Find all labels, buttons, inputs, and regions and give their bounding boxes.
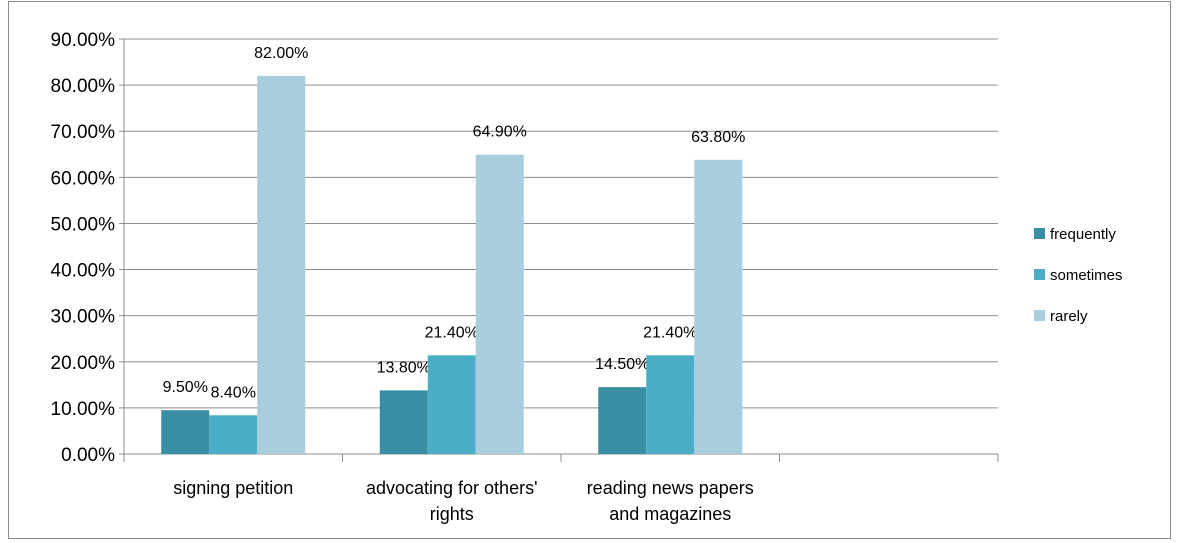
legend-swatch	[1034, 269, 1045, 280]
y-tick-label: 50.00%	[51, 214, 116, 235]
legend-swatch	[1034, 310, 1045, 321]
data-label: 63.80%	[691, 129, 745, 146]
data-label: 21.40%	[643, 324, 697, 341]
y-tick-label: 10.00%	[51, 399, 116, 420]
x-tick-label: reading news papers	[587, 478, 754, 498]
y-tick-label: 30.00%	[51, 307, 116, 328]
y-tick-label: 0.00%	[61, 445, 115, 466]
legend-label: frequently	[1050, 226, 1116, 243]
data-label: 14.50%	[595, 356, 649, 373]
x-tick-label: advocating for others'	[366, 478, 538, 498]
bar-frequently	[598, 387, 647, 454]
bar-rarely	[694, 159, 743, 455]
x-tick-label: and magazines	[609, 504, 731, 524]
data-label: 82.00%	[254, 45, 308, 62]
y-tick-label: 40.00%	[51, 261, 116, 282]
legend-label: rarely	[1050, 308, 1088, 325]
bar-rarely	[475, 154, 524, 454]
y-tick-label: 60.00%	[51, 168, 116, 189]
y-tick-label: 20.00%	[51, 353, 116, 374]
data-label: 21.40%	[425, 324, 479, 341]
data-label: 13.80%	[377, 359, 431, 376]
bar-sometimes	[646, 355, 695, 454]
x-tick-label: signing petition	[173, 478, 293, 498]
x-tick-label: rights	[430, 504, 474, 524]
bar-sometimes	[209, 415, 258, 454]
y-tick-label: 90.00%	[51, 30, 116, 51]
y-tick-label: 80.00%	[51, 76, 116, 97]
chart-frame: 0.00% 10.00% 20.00% 30.00% 40.00% 50.00% 60.00…	[8, 1, 1171, 539]
bar-frequently	[161, 410, 210, 454]
data-label: 9.50%	[163, 379, 208, 396]
bar-rarely	[257, 75, 306, 454]
bar-sometimes	[427, 355, 476, 454]
legend-label: sometimes	[1050, 267, 1123, 284]
data-label: 8.40%	[211, 384, 256, 401]
data-label: 64.90%	[473, 124, 527, 141]
bar-chart: 0.00% 10.00% 20.00% 30.00% 40.00% 50.00% 60.00…	[51, 30, 1123, 524]
y-tick-label: 70.00%	[51, 122, 116, 143]
bar-frequently	[379, 390, 428, 454]
legend-swatch	[1034, 228, 1045, 239]
